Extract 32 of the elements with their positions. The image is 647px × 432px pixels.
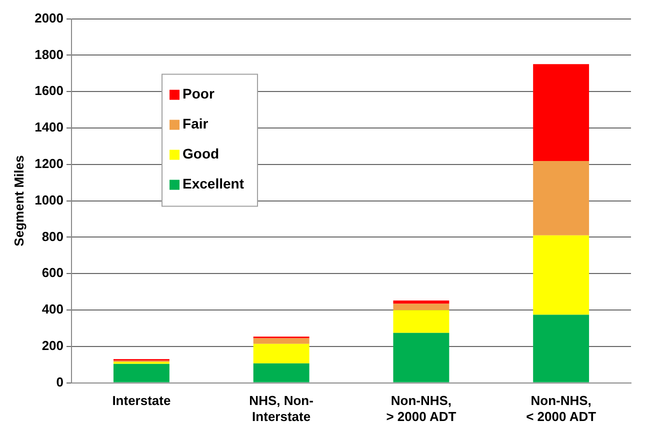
legend-label: Fair (182, 116, 209, 132)
y-tick-label: 800 (42, 228, 64, 244)
x-tick-label: Non-NHS, < 2000 ADT (526, 393, 596, 424)
bar (393, 310, 450, 333)
legend-label: Excellent (182, 176, 244, 192)
y-tick-label: 2000 (34, 10, 64, 26)
bar (393, 300, 450, 304)
y-tick-label: 1600 (34, 83, 64, 98)
bar (253, 344, 310, 364)
x-tick-label: NHS, Non- Interstate (249, 393, 314, 424)
y-axis-title: Segment Miles (11, 155, 26, 246)
bar (533, 235, 590, 315)
y-tick-label: 1200 (34, 156, 64, 171)
y-tick-label: 200 (42, 338, 64, 353)
legend-label: Good (182, 146, 220, 162)
bar (253, 338, 310, 344)
x-tick-label: Non-NHS, > 2000 ADT (386, 393, 456, 424)
y-tick-label: 600 (42, 265, 64, 280)
y-tick-label: 1800 (34, 46, 64, 62)
bar (253, 363, 310, 382)
x-tick-label: Interstate (112, 393, 171, 408)
y-tick-label: 400 (42, 302, 64, 317)
bar (113, 364, 170, 382)
bar (393, 304, 450, 310)
legend-label: Poor (182, 86, 215, 102)
bar (533, 160, 590, 236)
y-tick-label: 1400 (34, 120, 64, 135)
bar (533, 314, 590, 382)
bar (393, 332, 450, 382)
y-tick-label: 1000 (34, 192, 64, 208)
y-tick-label: 0 (56, 374, 64, 390)
bar (533, 64, 590, 161)
